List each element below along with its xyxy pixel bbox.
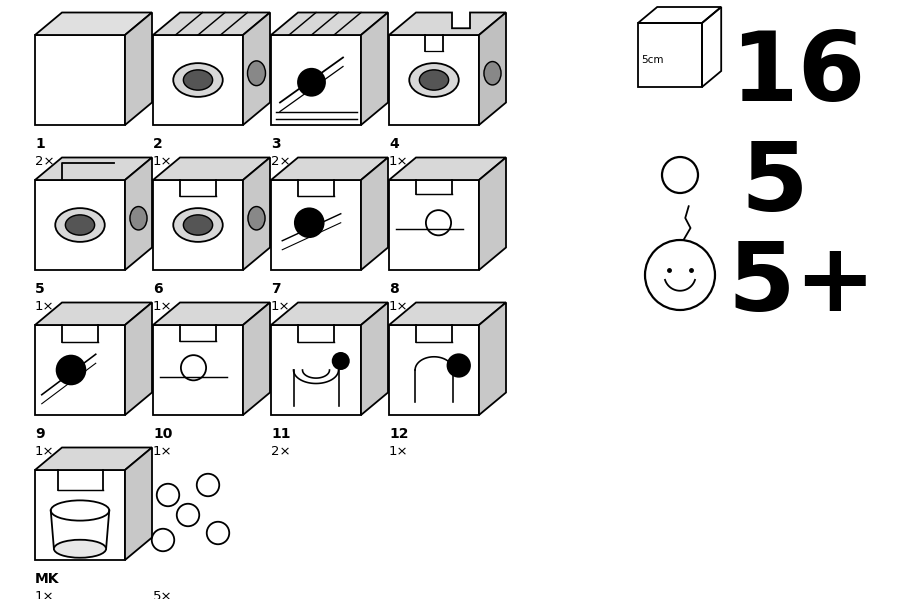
Text: 16: 16 xyxy=(730,29,866,122)
Polygon shape xyxy=(125,158,152,270)
Ellipse shape xyxy=(410,63,459,97)
Polygon shape xyxy=(35,470,125,560)
Polygon shape xyxy=(271,13,388,35)
Text: 9: 9 xyxy=(35,427,45,441)
Text: MK: MK xyxy=(35,572,59,586)
Text: 7: 7 xyxy=(271,282,281,296)
Ellipse shape xyxy=(55,208,104,242)
Polygon shape xyxy=(243,302,270,415)
Text: 11: 11 xyxy=(271,427,291,441)
Ellipse shape xyxy=(66,215,94,235)
Polygon shape xyxy=(153,180,243,270)
Ellipse shape xyxy=(248,207,266,230)
Text: 1×: 1× xyxy=(35,445,55,458)
Text: 1×: 1× xyxy=(153,155,173,168)
Text: 1×: 1× xyxy=(389,155,409,168)
Text: 12: 12 xyxy=(389,427,409,441)
Polygon shape xyxy=(271,180,361,270)
Polygon shape xyxy=(271,35,361,125)
Ellipse shape xyxy=(54,540,106,558)
Polygon shape xyxy=(35,180,125,270)
Text: 5: 5 xyxy=(740,138,807,231)
Polygon shape xyxy=(35,447,152,470)
Polygon shape xyxy=(361,158,388,270)
Text: 1×: 1× xyxy=(271,300,291,313)
Text: 2: 2 xyxy=(153,137,163,151)
Text: 4: 4 xyxy=(389,137,399,151)
Polygon shape xyxy=(271,158,388,180)
Polygon shape xyxy=(153,325,243,415)
Polygon shape xyxy=(389,325,479,415)
Text: 5: 5 xyxy=(35,282,45,296)
Polygon shape xyxy=(125,13,152,125)
Polygon shape xyxy=(35,158,152,180)
Ellipse shape xyxy=(248,61,266,86)
Polygon shape xyxy=(479,302,506,415)
Polygon shape xyxy=(153,158,270,180)
Polygon shape xyxy=(389,35,479,125)
Text: 1×: 1× xyxy=(35,300,55,313)
Polygon shape xyxy=(125,447,152,560)
Circle shape xyxy=(57,356,86,385)
Text: 3: 3 xyxy=(271,137,281,151)
Polygon shape xyxy=(243,13,270,125)
Text: 5cm: 5cm xyxy=(641,55,663,65)
Text: 2×: 2× xyxy=(271,445,291,458)
Circle shape xyxy=(298,69,325,96)
Ellipse shape xyxy=(184,215,212,235)
Text: 1×: 1× xyxy=(153,300,173,313)
Circle shape xyxy=(333,353,349,369)
Polygon shape xyxy=(479,13,506,125)
Polygon shape xyxy=(389,302,506,325)
Polygon shape xyxy=(361,13,388,125)
Text: 5+: 5+ xyxy=(727,238,876,331)
Polygon shape xyxy=(389,158,506,180)
Text: 2×: 2× xyxy=(271,155,291,168)
Polygon shape xyxy=(243,158,270,270)
Text: 5×: 5× xyxy=(153,590,173,599)
Ellipse shape xyxy=(419,70,448,90)
Polygon shape xyxy=(153,13,270,35)
Polygon shape xyxy=(389,13,506,35)
Circle shape xyxy=(447,354,470,377)
Text: 1×: 1× xyxy=(35,590,55,599)
Text: 1×: 1× xyxy=(389,445,409,458)
Polygon shape xyxy=(479,158,506,270)
Text: 1×: 1× xyxy=(153,445,173,458)
Polygon shape xyxy=(153,35,243,125)
Polygon shape xyxy=(361,302,388,415)
Ellipse shape xyxy=(130,207,147,230)
Text: 1×: 1× xyxy=(389,300,409,313)
Polygon shape xyxy=(271,302,388,325)
Polygon shape xyxy=(35,325,125,415)
Text: 6: 6 xyxy=(153,282,163,296)
Polygon shape xyxy=(271,325,361,415)
Polygon shape xyxy=(35,35,125,125)
Ellipse shape xyxy=(484,62,501,85)
Text: 1: 1 xyxy=(35,137,45,151)
Polygon shape xyxy=(35,302,152,325)
Polygon shape xyxy=(35,13,152,35)
Polygon shape xyxy=(153,302,270,325)
Circle shape xyxy=(295,208,324,237)
Ellipse shape xyxy=(184,70,212,90)
Ellipse shape xyxy=(173,63,223,97)
Text: 8: 8 xyxy=(389,282,399,296)
Polygon shape xyxy=(389,180,479,270)
Polygon shape xyxy=(125,302,152,415)
Ellipse shape xyxy=(173,208,223,242)
Text: 10: 10 xyxy=(153,427,173,441)
Text: 2×: 2× xyxy=(35,155,55,168)
